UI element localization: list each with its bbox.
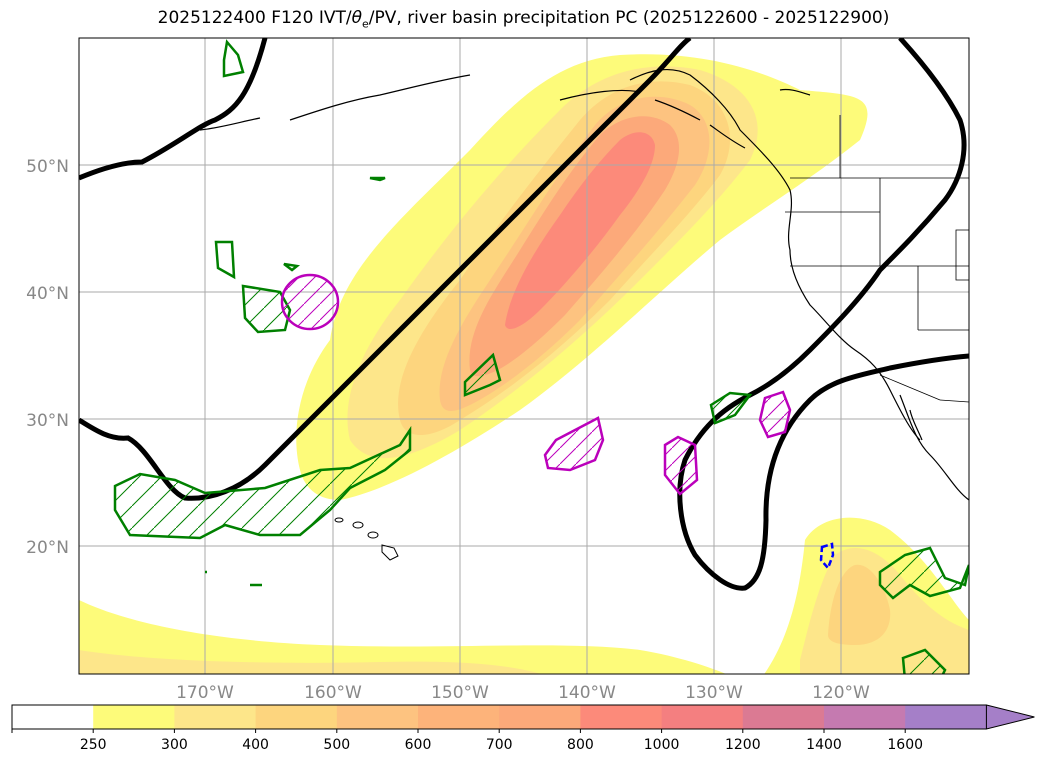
colorbar-tick-label: 1600 xyxy=(887,737,923,753)
ivt-fill-south xyxy=(79,600,727,674)
lat-label-20: 20°N xyxy=(26,538,69,558)
lon-labels: 170°W 160°W 150°W 140°W 130°W 120°W xyxy=(176,683,870,703)
map-title: 2025122400 F120 IVT/θe/PV, river basin p… xyxy=(0,8,1047,30)
colorbar-extend-arrow xyxy=(985,704,1035,730)
lon-label-130w: 130°W xyxy=(685,683,743,703)
colorbar-segment xyxy=(93,705,175,729)
colorbar-tick-label: 1200 xyxy=(725,737,761,753)
colorbar-segment xyxy=(905,705,987,729)
colorbar: 250 300 400 500 600 700 800 1000 1200 1400 1600 xyxy=(11,704,1035,753)
lon-label-160w: 160°W xyxy=(304,683,362,703)
colorbar-tick-label: 500 xyxy=(323,737,350,753)
colorbar-segment xyxy=(12,705,94,729)
lat-label-50: 50°N xyxy=(26,157,69,177)
map-frame xyxy=(78,37,970,675)
lat-label-30: 30°N xyxy=(26,411,69,431)
colorbar-segment xyxy=(580,705,663,729)
ivt-fill-700 xyxy=(505,132,655,330)
lon-label-150w: 150°W xyxy=(431,683,489,703)
colorbar-segment xyxy=(661,705,744,729)
colorbar-tick-label: 250 xyxy=(80,737,107,753)
colorbar-segment xyxy=(336,705,419,729)
colorbar-segment xyxy=(824,705,906,729)
colorbar-tick-label: 700 xyxy=(486,737,513,753)
colorbar-segment xyxy=(742,705,825,729)
colorbar-segment xyxy=(174,705,257,729)
hawaii-islands xyxy=(334,517,399,561)
title-prefix: 2025122400 F120 IVT/ xyxy=(157,8,352,28)
colorbar-tick-label: 400 xyxy=(242,737,269,753)
colorbar-segment xyxy=(255,705,338,729)
lat-labels: 50°N 40°N 30°N 20°N xyxy=(26,157,69,558)
colorbar-tick-label: 800 xyxy=(567,737,594,753)
ivt-fill-south-inner xyxy=(79,650,542,674)
lon-label-140w: 140°W xyxy=(558,683,616,703)
colorbar-segment xyxy=(418,705,500,729)
blue-contour xyxy=(819,542,835,571)
lat-label-40: 40°N xyxy=(26,284,69,304)
colorbar-tick-label: 1000 xyxy=(644,737,680,753)
pv-contours xyxy=(113,39,969,674)
pv-magenta-contours xyxy=(280,273,792,496)
lon-label-170w: 170°W xyxy=(176,683,234,703)
map-content xyxy=(79,38,969,674)
title-subscript: e xyxy=(362,17,369,31)
ivt-fill-se-core xyxy=(828,564,891,645)
lon-label-120w: 120°W xyxy=(812,683,870,703)
title-theta: θ xyxy=(351,8,362,28)
title-suffix: /PV, river basin precipitation PC (20251… xyxy=(368,8,890,28)
colorbar-tick-label: 600 xyxy=(405,737,432,753)
colorbar-segment xyxy=(499,705,581,729)
colorbar-tick-label: 1400 xyxy=(806,737,842,753)
colorbar-tick-label: 300 xyxy=(161,737,188,753)
borders xyxy=(785,115,969,403)
